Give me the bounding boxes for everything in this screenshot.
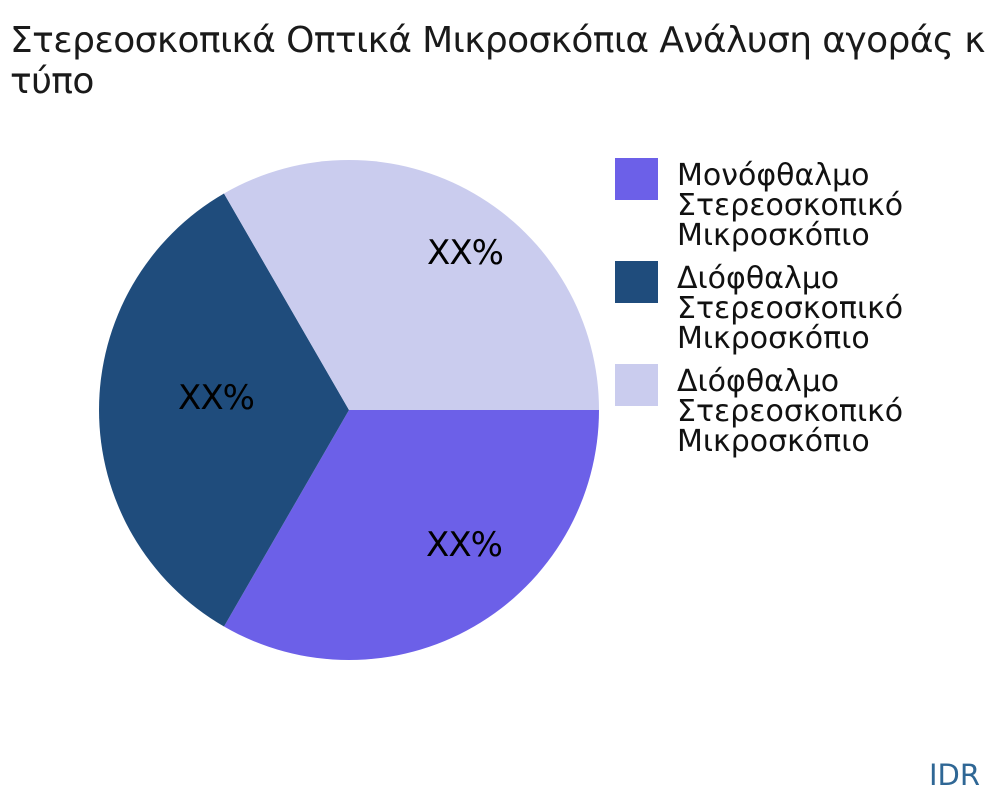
- legend-swatch-binocular-navy: [615, 261, 658, 303]
- legend-entry-binocular-lavender: Διόφθαλμο Στερεοσκοπικό Μικροσκόπιο: [615, 364, 915, 457]
- chart-title-line-2: τύπο: [10, 61, 94, 102]
- pie-slice-1: [99, 193, 349, 627]
- slice-percent-label-monocular: XX%: [426, 525, 503, 565]
- legend-entry-binocular-navy: Διόφθαλμο Στερεοσκοπικό Μικροσκόπιο: [615, 261, 915, 354]
- legend-entry-monocular: Μονόφθαλμο Στερεοσκοπικό Μικροσκόπιο: [615, 158, 915, 251]
- slice-percent-label-binocular-lavender: XX%: [427, 233, 504, 273]
- legend-swatch-monocular: [615, 158, 658, 200]
- legend-label-monocular: Μονόφθαλμο Στερεοσκοπικό Μικροσκόπιο: [677, 158, 904, 253]
- chart-title: Στερεοσκοπικά Οπτικά Μικροσκόπια Ανάλυση…: [10, 20, 1000, 102]
- legend: Μονόφθαλμο Στερεοσκοπικό Μικροσκόπιο Διό…: [615, 158, 915, 467]
- pie-svg: [99, 160, 599, 660]
- watermark-idr: IDR: [928, 758, 980, 792]
- pie-slice-2: [224, 160, 599, 410]
- slice-percent-label-binocular-navy: XX%: [178, 378, 255, 418]
- legend-swatch-binocular-lavender: [615, 364, 658, 406]
- legend-label-binocular-lavender: Διόφθαλμο Στερεοσκοπικό Μικροσκόπιο: [677, 364, 904, 459]
- pie-slice-0: [224, 410, 599, 660]
- pie-chart: XX% XX% XX%: [99, 160, 599, 660]
- chart-title-line-1: Στερεοσκοπικά Οπτικά Μικροσκόπια Ανάλυση…: [10, 20, 986, 61]
- legend-label-binocular-navy: Διόφθαλμο Στερεοσκοπικό Μικροσκόπιο: [677, 261, 904, 356]
